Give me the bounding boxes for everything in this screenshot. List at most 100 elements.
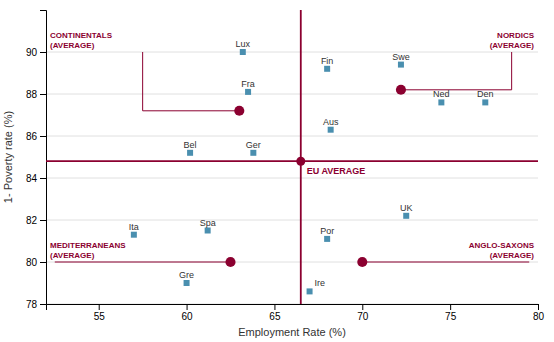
y-tick-mark: [40, 220, 46, 221]
x-tick-mark: [450, 304, 451, 310]
average-bracket: [362, 262, 529, 263]
average-bracket: [511, 52, 512, 90]
x-tick-mark: [274, 304, 275, 310]
country-label: UK: [400, 203, 413, 213]
x-axis-line: [47, 305, 539, 311]
x-axis: 55 60 65 70 75 80: [47, 304, 545, 322]
x-tick-label: 70: [357, 311, 369, 322]
grid-line: [46, 136, 538, 137]
country-point: [245, 89, 251, 95]
average-label: (AVERAGE): [50, 251, 95, 260]
y-tick-mark: [40, 94, 46, 95]
x-tick: 60: [182, 304, 194, 322]
x-tick-mark: [362, 304, 363, 310]
y-tick-label: 90: [26, 47, 38, 58]
x-tick-label: 65: [269, 311, 281, 322]
country-point: [438, 99, 444, 105]
country-label: Fin: [321, 56, 334, 66]
eu-average-point: [296, 157, 305, 166]
country-point: [482, 99, 488, 105]
country-label: Lux: [236, 39, 251, 49]
x-tick: 65: [269, 304, 281, 322]
x-tick: 75: [445, 304, 457, 322]
y-tick: 86: [26, 131, 46, 142]
country-label: Gre: [179, 270, 194, 280]
eu-average-label: EU AVERAGE: [307, 166, 366, 176]
country-label: Spa: [200, 218, 216, 228]
average-bracket: [401, 89, 512, 90]
country-point: [205, 228, 211, 234]
y-tick-mark: [40, 262, 46, 263]
y-tick-label: 82: [26, 215, 38, 226]
y-tick-label: 80: [26, 257, 38, 268]
y-tick-label: 88: [26, 89, 38, 100]
country-point: [184, 280, 190, 286]
average-point: [234, 106, 244, 116]
average-bracket: [55, 262, 231, 263]
average-label: (AVERAGE): [50, 41, 95, 50]
average-label: MEDITERRANEANS: [50, 241, 126, 250]
x-tick-mark: [99, 304, 100, 310]
grid-line: [46, 94, 538, 95]
y-tick-label: 86: [26, 131, 38, 142]
y-tick-mark: [40, 178, 46, 179]
x-tick-label: 55: [94, 311, 106, 322]
y-tick-mark: [40, 52, 46, 53]
average-label: CONTINENTALS: [50, 31, 113, 40]
country-label: Fra: [241, 79, 255, 89]
country-point: [398, 62, 404, 68]
x-tick-mark: [538, 304, 539, 310]
country-label: Ger: [246, 140, 261, 150]
annotations: LuxFraBelGerFinSweNedDenAusItaSpaGrePorI…: [50, 31, 535, 288]
x-tick-label: 80: [533, 311, 545, 322]
country-point: [328, 127, 334, 133]
country-point: [324, 66, 330, 72]
grid-line: [46, 52, 538, 53]
y-tick-label: 78: [26, 299, 38, 310]
country-point: [403, 213, 409, 219]
x-tick-mark: [187, 304, 188, 310]
y-axis: 78 80 82 84 86 88 90: [26, 11, 47, 310]
average-point: [225, 257, 235, 267]
country-point: [324, 236, 330, 242]
x-tick-label: 60: [182, 311, 194, 322]
y-tick: 84: [26, 173, 46, 184]
chart: 55 60 65 70 75 80 78 80 82 84 86 88 90 Employment Rat…: [0, 0, 554, 342]
average-point: [396, 85, 406, 95]
y-tick-mark: [40, 304, 46, 305]
country-point: [250, 150, 256, 156]
grid: [46, 52, 538, 304]
marks: [46, 10, 538, 304]
y-tick: 78: [26, 299, 46, 310]
country-label: Swe: [392, 52, 410, 62]
x-tick: 80: [533, 304, 545, 322]
average-label: (AVERAGE): [490, 251, 535, 260]
average-point: [357, 257, 367, 267]
average-bracket: [143, 110, 240, 111]
country-label: Ita: [129, 222, 139, 232]
x-tick-label: 75: [445, 311, 457, 322]
grid-line: [46, 262, 538, 263]
average-label: NORDICS: [497, 31, 535, 40]
y-tick-mark: [40, 136, 46, 137]
grid-line: [46, 178, 538, 179]
y-tick: 80: [26, 257, 46, 268]
y-axis-title: 1- Poverty rate (%): [2, 111, 14, 203]
reference-line-y: [46, 160, 538, 162]
x-tick: 55: [94, 304, 106, 322]
x-axis-title: Employment Rate (%): [238, 326, 346, 338]
country-point: [187, 150, 193, 156]
plot: 55 60 65 70 75 80 78 80 82 84 86 88 90 Employment Rat…: [2, 10, 544, 338]
country-point: [240, 49, 246, 55]
average-label: ANGLO-SAXONS: [469, 241, 535, 250]
y-tick: 90: [26, 47, 46, 58]
y-axis-line: [40, 11, 47, 305]
country-label: Por: [320, 226, 334, 236]
country-point: [131, 232, 137, 238]
average-bracket: [142, 52, 143, 111]
country-label: Ned: [433, 89, 450, 99]
y-tick: 88: [26, 89, 46, 100]
country-label: Bel: [184, 140, 197, 150]
country-label: Den: [477, 89, 494, 99]
average-label: (AVERAGE): [490, 41, 535, 50]
